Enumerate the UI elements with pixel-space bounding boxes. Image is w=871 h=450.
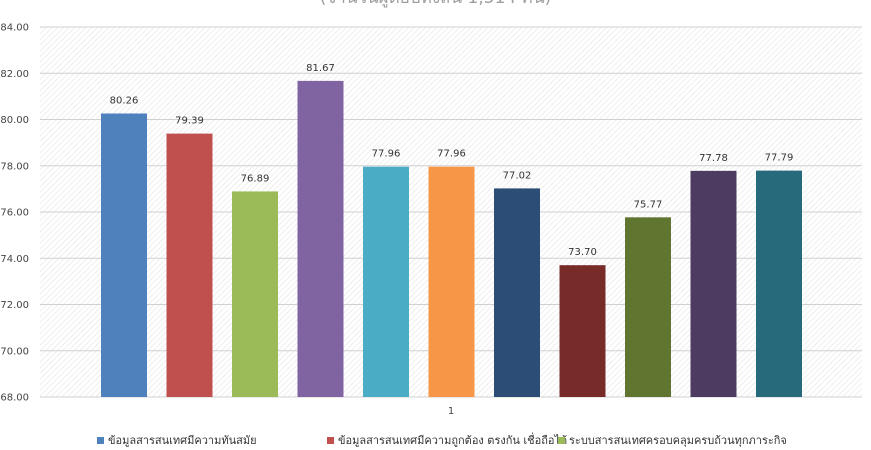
bar-chart: 68.00 70.00 72.00 74.00 76.00 78.00 80.00 82.00… (0, 23, 862, 417)
data-label: 79.39 (175, 116, 204, 127)
data-label: 77.96 (437, 149, 466, 160)
legend-swatch (558, 436, 565, 444)
data-label: 77.96 (372, 149, 401, 160)
data-label: 80.26 (110, 95, 139, 106)
bar-11 (756, 170, 802, 397)
y-tick-label: 70.00 (0, 346, 29, 357)
bar-6 (428, 166, 475, 397)
bar-4 (297, 80, 344, 397)
y-tick-label: 72.00 (0, 300, 29, 311)
y-tick-label: 74.00 (0, 254, 29, 265)
legend-label: ระบบสารสนเทศครอบคลุมครบถ้วนทุกภาระกิจ (569, 434, 787, 447)
x-tick-label: 1 (448, 406, 454, 417)
legend-swatch (327, 436, 334, 444)
y-tick-label: 68.00 (0, 393, 29, 404)
y-tick-label: 84.00 (0, 23, 29, 34)
chart-subtitle: (จำนวนผู้ตอบทั้งสิ้น 1,514 คน) (0, 0, 871, 11)
legend-label: ข้อมูลสารสนเทศมีความทันสมัย (108, 434, 257, 447)
bar-10 (690, 170, 737, 397)
legend-label: ข้อมูลสารสนเทศมีความถูกต้อง ตรงกัน เชื่อ… (338, 434, 568, 447)
y-tick-label: 76.00 (0, 208, 29, 219)
data-label: 73.70 (568, 247, 597, 258)
bars (101, 80, 802, 398)
legend: ข้อมูลสารสนเทศมีความทันสมัย ข้อมูลสารสนเท… (0, 430, 871, 450)
legend-item: ข้อมูลสารสนเทศมีความทันสมัย (97, 431, 257, 449)
data-label: 77.79 (765, 153, 794, 164)
bar-7 (494, 188, 540, 397)
y-tick-label: 80.00 (0, 115, 29, 126)
bar-1 (101, 113, 147, 398)
bar-5 (363, 166, 409, 397)
bar-3 (232, 191, 278, 397)
bar-2 (166, 133, 213, 397)
y-tick-label: 82.00 (0, 69, 29, 80)
legend-swatch (97, 436, 104, 444)
data-label: 76.89 (241, 173, 270, 184)
data-label: 75.77 (634, 199, 663, 210)
data-label: 81.67 (306, 63, 335, 74)
y-axis: 68.00 70.00 72.00 74.00 76.00 78.00 80.00 82.00… (0, 23, 29, 404)
legend-item: ข้อมูลสารสนเทศมีความถูกต้อง ตรงกัน เชื่อ… (327, 431, 567, 449)
data-label: 77.02 (503, 170, 532, 181)
data-label: 77.78 (699, 153, 728, 164)
y-tick-label: 78.00 (0, 161, 29, 172)
legend-item: ระบบสารสนเทศครอบคลุมครบถ้วนทุกภาระกิจ (558, 431, 787, 449)
bar-9 (625, 217, 671, 397)
bar-8 (559, 265, 606, 397)
data-labels: 80.26 79.39 76.89 81.67 77.96 77.96 77.02 73.70… (110, 63, 794, 258)
